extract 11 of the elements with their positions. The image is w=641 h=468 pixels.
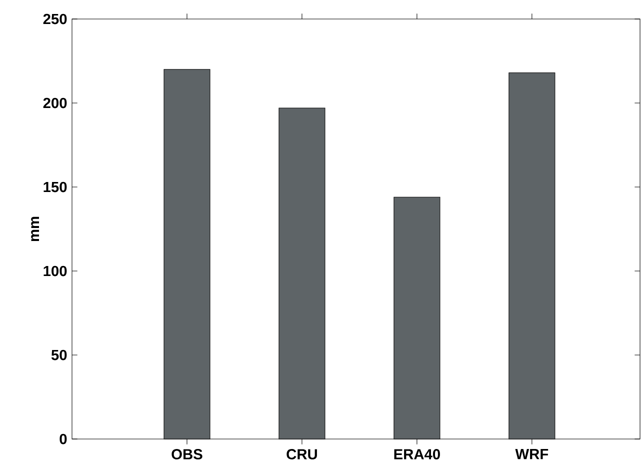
y-tick-label: 50: [51, 350, 67, 360]
x-tick-label: CRU: [286, 449, 317, 460]
y-tick-label: 100: [44, 266, 67, 276]
x-tick-label: OBS: [172, 449, 202, 460]
x-tick-label: WRF: [515, 449, 548, 460]
y-tick-label: 150: [44, 182, 67, 192]
y-tick-label: 200: [43, 98, 67, 108]
y-tick-label: 0: [60, 434, 67, 444]
x-tick-label: ERA40: [394, 449, 440, 460]
y-axis-title: mm: [31, 216, 39, 242]
y-tick-label: 250: [43, 14, 67, 24]
